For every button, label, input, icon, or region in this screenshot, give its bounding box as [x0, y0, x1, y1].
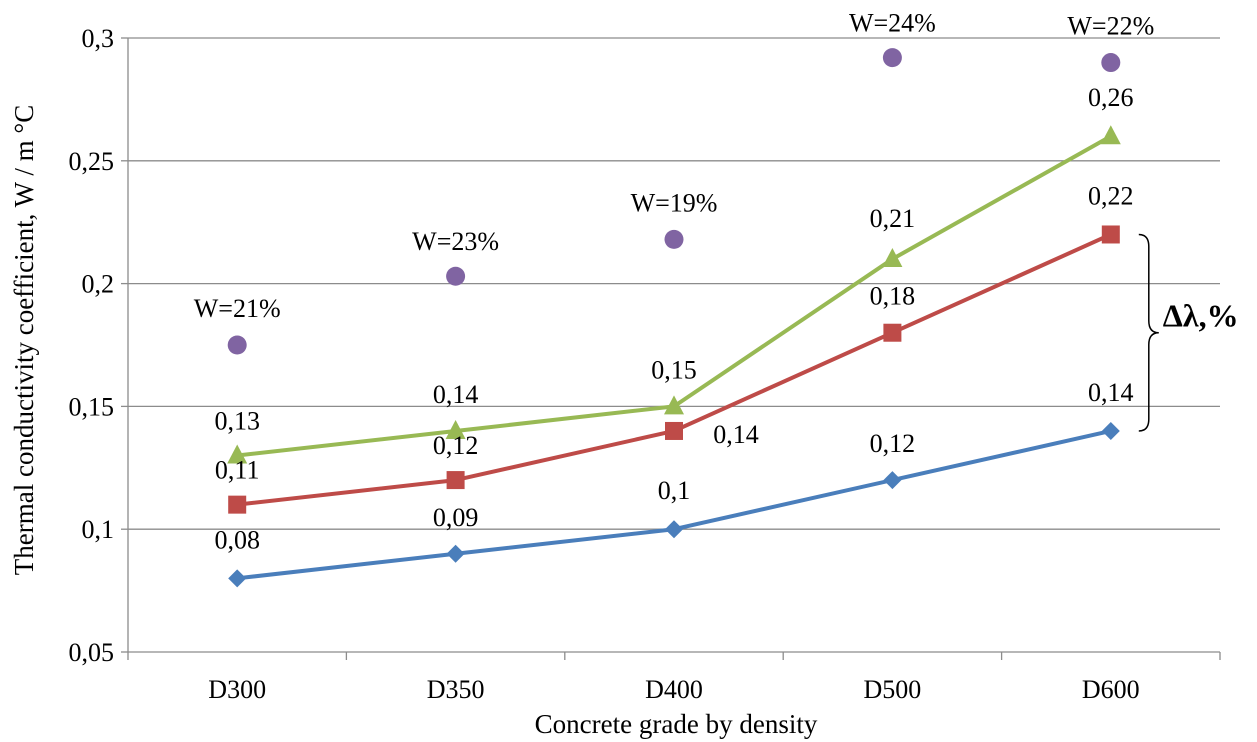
data-point	[882, 48, 902, 68]
data-labels: 0,08 0,09 0,1 0,12 0,14 0,11 0,12 0,14 0,18 0,22 0…	[194, 9, 1154, 555]
data-point	[227, 335, 247, 355]
data-point	[1101, 53, 1121, 73]
data-label: 0,11	[215, 456, 260, 485]
x-tick-label: D600	[1082, 675, 1140, 704]
data-label: 0,21	[870, 204, 916, 233]
x-tick-label: D350	[427, 675, 485, 704]
x-axis-title: Concrete grade by density	[535, 709, 818, 739]
annotations: Δλ,%	[1138, 233, 1239, 432]
data-label: 0,14	[1088, 378, 1134, 407]
data-label: 0,18	[870, 282, 916, 311]
axes	[127, 38, 1220, 653]
y-tick-label: 0,1	[82, 515, 115, 544]
grid-lines	[128, 37, 1220, 530]
data-label: 0,08	[214, 525, 260, 554]
data-point	[1100, 125, 1121, 145]
y-tick-label: 0,15	[69, 392, 115, 421]
data-label: 0,12	[433, 431, 479, 460]
data-point	[227, 444, 248, 464]
data-label: 0,13	[214, 407, 260, 436]
data-point	[445, 419, 466, 439]
series-1	[228, 421, 1120, 588]
data-point	[665, 421, 683, 440]
data-point	[664, 395, 684, 415]
x-axis-ticks: D300 D350 D400 D500 D600	[127, 652, 1221, 704]
data-label: 0,1	[658, 476, 691, 505]
data-label: 0,12	[870, 429, 916, 458]
series-3	[227, 125, 1121, 464]
y-tick-label: 0,2	[82, 270, 115, 299]
data-point	[883, 471, 902, 490]
series-4	[227, 48, 1121, 355]
data-label: 0,26	[1088, 83, 1134, 112]
data-point	[882, 248, 903, 268]
x-tick-label: D500	[864, 675, 922, 704]
data-point	[1101, 421, 1120, 440]
y-axis-ticks: 0,05 0,1 0,15 0,2 0,25 0,3	[69, 24, 128, 667]
data-point	[1101, 225, 1120, 244]
data-point	[446, 266, 466, 286]
data-label: W=21%	[194, 294, 281, 323]
x-tick-label: D300	[208, 675, 266, 704]
data-label: 0,14	[433, 380, 479, 409]
data-point	[446, 544, 465, 563]
data-label: W=24%	[849, 9, 936, 38]
data-label: 0,22	[1088, 181, 1134, 210]
series-2	[228, 225, 1120, 514]
x-tick-label: D400	[645, 675, 703, 704]
data-label: 0,15	[651, 355, 697, 384]
data-point	[228, 495, 247, 514]
y-tick-label: 0,25	[69, 147, 115, 176]
data-label: W=19%	[631, 188, 718, 217]
y-axis-title: Thermal conductivity coefficient, W / m …	[9, 105, 39, 575]
y-tick-label: 0,05	[69, 638, 115, 667]
data-point	[228, 569, 247, 588]
data-point	[446, 471, 465, 490]
y-tick-label: 0,3	[82, 24, 115, 53]
series-layer	[227, 48, 1121, 588]
data-label: 0,09	[433, 503, 479, 532]
data-label: W=22%	[1067, 12, 1154, 41]
data-label: 0,14	[713, 420, 759, 449]
data-point	[664, 229, 684, 249]
data-point	[883, 323, 902, 342]
data-label: W=23%	[412, 227, 499, 256]
delta-label: Δλ,%	[1163, 298, 1239, 334]
data-point	[665, 520, 683, 539]
brace	[1138, 233, 1159, 432]
